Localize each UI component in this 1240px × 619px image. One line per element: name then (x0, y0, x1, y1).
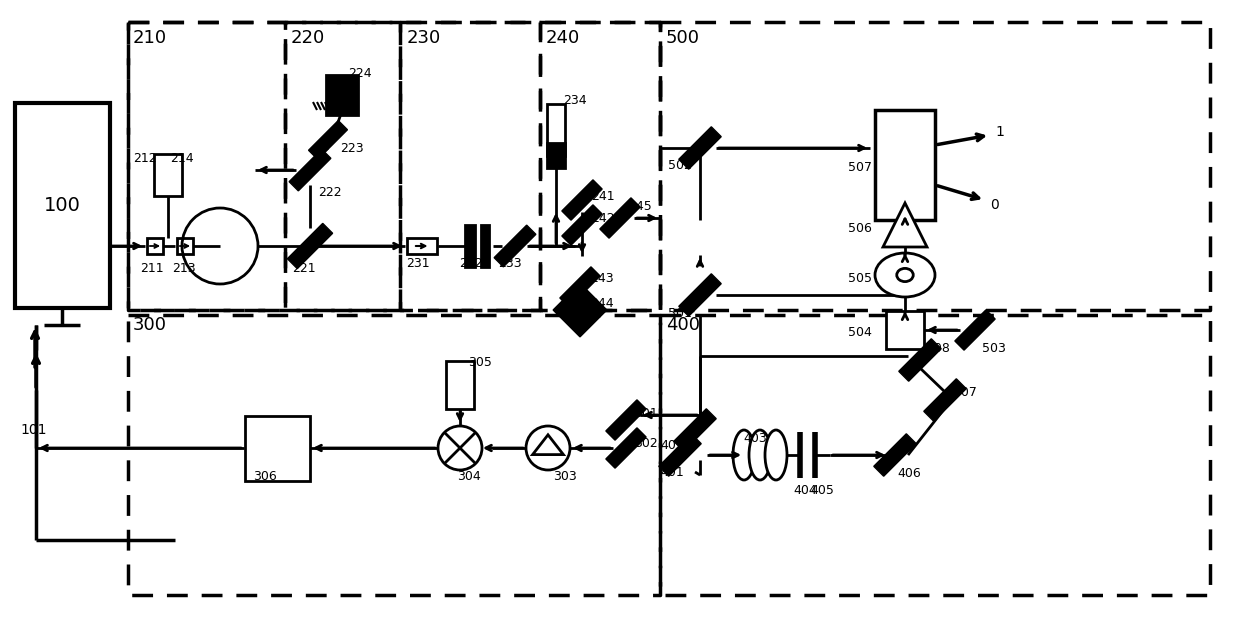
Polygon shape (658, 434, 701, 476)
Text: 402: 402 (660, 438, 683, 451)
Text: 222: 222 (317, 186, 342, 199)
Bar (547, 142, 565, 168)
Text: 407: 407 (954, 386, 977, 399)
Text: 406: 406 (897, 467, 921, 480)
Polygon shape (955, 310, 996, 350)
Bar (244, 415, 310, 480)
Text: 213: 213 (172, 261, 196, 274)
Text: 230: 230 (407, 29, 441, 47)
Text: 223: 223 (340, 142, 363, 155)
Polygon shape (562, 180, 603, 220)
Polygon shape (559, 267, 600, 307)
Text: 0: 0 (990, 198, 998, 212)
Bar (887, 311, 924, 349)
Polygon shape (495, 225, 536, 267)
Text: 303: 303 (553, 469, 577, 482)
Circle shape (438, 426, 482, 470)
Text: 504: 504 (848, 326, 872, 339)
Text: 405: 405 (810, 483, 833, 496)
Text: 506: 506 (848, 222, 872, 235)
Polygon shape (309, 121, 347, 160)
Text: 304: 304 (458, 469, 481, 482)
Text: 221: 221 (291, 261, 316, 274)
Bar (154, 154, 182, 196)
Text: 211: 211 (140, 261, 164, 274)
Polygon shape (606, 400, 646, 440)
Text: 500: 500 (666, 29, 701, 47)
Polygon shape (562, 205, 603, 245)
Text: 100: 100 (43, 196, 81, 215)
Bar (407, 238, 436, 254)
Polygon shape (606, 428, 646, 468)
Text: 212: 212 (133, 152, 156, 165)
Polygon shape (883, 203, 928, 247)
Polygon shape (899, 339, 941, 381)
Text: 505: 505 (848, 272, 872, 285)
Text: 242: 242 (591, 212, 615, 225)
Text: 240: 240 (546, 29, 580, 47)
Text: 214: 214 (170, 152, 193, 165)
Text: 241: 241 (591, 189, 615, 202)
Text: 231: 231 (405, 256, 429, 269)
Polygon shape (678, 274, 722, 316)
Bar (446, 361, 474, 409)
Text: 232: 232 (459, 256, 482, 269)
Ellipse shape (897, 269, 913, 282)
Ellipse shape (875, 253, 935, 297)
Text: 300: 300 (133, 316, 167, 334)
Bar (481, 225, 489, 267)
Polygon shape (288, 223, 332, 269)
Text: 1: 1 (994, 125, 1004, 139)
Ellipse shape (733, 430, 755, 480)
Text: 302: 302 (634, 436, 657, 449)
Bar (177, 238, 193, 254)
Bar (547, 104, 565, 156)
Text: 243: 243 (590, 272, 614, 285)
Polygon shape (673, 409, 717, 451)
Polygon shape (874, 434, 916, 476)
Text: 305: 305 (467, 355, 492, 368)
Polygon shape (533, 435, 563, 454)
Bar (875, 110, 935, 220)
Text: 404: 404 (794, 483, 817, 496)
Polygon shape (678, 127, 722, 169)
Text: 224: 224 (348, 66, 372, 79)
Bar (148, 238, 162, 254)
Ellipse shape (749, 430, 771, 480)
Text: 502: 502 (668, 158, 692, 171)
Text: 403: 403 (743, 431, 766, 444)
Bar (465, 225, 475, 267)
Polygon shape (553, 283, 606, 337)
Text: 210: 210 (133, 29, 167, 47)
Text: 244: 244 (590, 297, 614, 310)
Text: 503: 503 (982, 342, 1006, 355)
Text: 306: 306 (253, 469, 277, 482)
Bar (15, 103, 109, 308)
Text: 234: 234 (563, 93, 587, 106)
Text: 501: 501 (668, 306, 692, 319)
Circle shape (526, 426, 570, 470)
Text: 220: 220 (291, 29, 325, 47)
Text: 301: 301 (634, 407, 657, 420)
Text: 101: 101 (20, 423, 47, 437)
Text: 507: 507 (848, 160, 872, 173)
Polygon shape (924, 379, 966, 421)
Text: 408: 408 (926, 342, 950, 355)
Text: 233: 233 (498, 256, 522, 269)
Bar (326, 75, 358, 115)
Ellipse shape (765, 430, 787, 480)
Text: 401: 401 (660, 465, 683, 478)
Text: 400: 400 (666, 316, 701, 334)
Text: 245: 245 (627, 199, 652, 212)
Polygon shape (600, 198, 640, 238)
Polygon shape (289, 149, 331, 191)
